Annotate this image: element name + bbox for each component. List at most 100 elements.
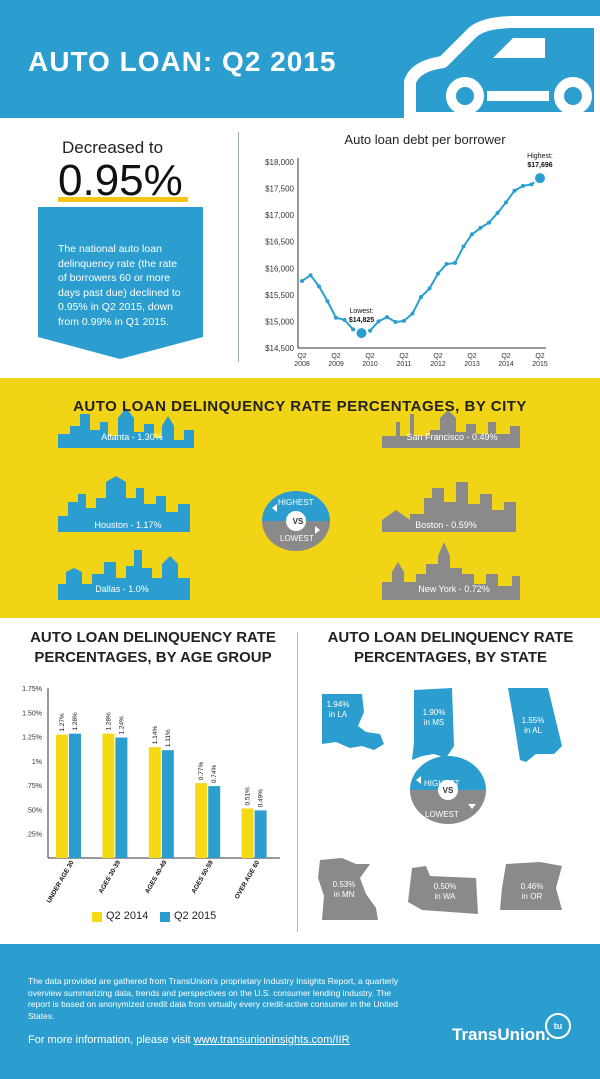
y-tick-label: 1.25%	[22, 735, 42, 742]
debt-line-chart: $18,000 $17,500 $17,000 $16,500 $16,000 $15,5…	[265, 153, 553, 368]
debt-point	[461, 244, 466, 249]
state-wa-pct: 0.50%	[433, 882, 457, 891]
x-tick-label: 2010	[362, 361, 378, 368]
footer-more-info: For more information, please visit www.t…	[28, 1034, 350, 1046]
y-tick-label: $17,000	[265, 211, 294, 220]
bar-value-label: 1.28%	[105, 712, 112, 731]
city-label-new-york: New York - 0.72%	[418, 584, 490, 594]
badge-highest-text: HIGHEST	[278, 498, 314, 507]
mississippi-map-icon	[412, 688, 454, 760]
debt-point	[351, 327, 355, 332]
city-band: Atlanta - 1.30% Houston - 1.17% Dallas -…	[0, 378, 600, 618]
city-label-boston: Boston - 0.59%	[415, 520, 477, 530]
age-bar-2015	[115, 737, 128, 858]
highest-vs-lowest-badge	[262, 491, 330, 551]
debt-point	[419, 294, 423, 299]
highest-marker	[533, 171, 547, 186]
x-tick-label: Q2	[399, 353, 408, 360]
debt-point	[376, 319, 381, 324]
age-bar-2014	[102, 733, 115, 858]
state-or-where: in OR	[521, 892, 543, 901]
state-badge-highest: HIGHEST	[424, 779, 460, 788]
divider	[297, 632, 298, 932]
debt-point	[470, 232, 474, 237]
age-bar-chart: 1.75% 1.50% 1.25% 1% .75% .50% .25% 1.27% 1.28% U…	[22, 686, 280, 904]
y-tick-label: 1.50%	[22, 710, 42, 717]
car-icon	[404, 16, 600, 118]
debt-point	[334, 315, 338, 320]
age-bar-2014	[241, 808, 254, 858]
age-section-title: AUTO LOAN DELINQUENCY RATE PERCENTAGES, …	[30, 629, 276, 666]
y-tick-label: $14,500	[265, 344, 294, 353]
debt-point	[436, 271, 440, 276]
y-tick-label: $15,500	[265, 291, 294, 300]
highest-label: Highest:	[527, 153, 553, 160]
debt-point	[521, 183, 525, 188]
footer	[0, 944, 600, 1079]
badge-lowest-text: LOWEST	[280, 534, 314, 543]
y-tick-label: $16,000	[265, 264, 294, 273]
footer-more-prefix: For more information, please visit	[28, 1034, 194, 1046]
minnesota-map-icon	[318, 858, 378, 920]
x-tick-label: 2015	[532, 361, 548, 368]
state-maps	[318, 688, 562, 920]
city-skylines	[58, 408, 520, 600]
decrease-label: Decreased to	[62, 138, 164, 157]
lowest-marker	[354, 326, 369, 341]
state-highest-vs-lowest-badge	[410, 756, 486, 824]
age-bar-2015	[69, 733, 81, 858]
state-la-pct: 1.94%	[326, 700, 350, 709]
y-tick-label: .50%	[26, 807, 42, 814]
y-tick-label: $18,000	[265, 158, 294, 167]
value-underline	[58, 197, 188, 202]
y-tick-label: $15,000	[265, 317, 294, 326]
y-tick-label: 1.75%	[22, 686, 42, 693]
state-al-pct: 1.55%	[521, 716, 545, 725]
debt-point	[402, 318, 406, 323]
state-al-where: in AL	[524, 726, 542, 735]
highest-value: $17,696	[527, 162, 552, 169]
age-bar-2015	[208, 786, 221, 858]
tu-logo-icon: tu	[545, 1013, 571, 1039]
age-bar-2014	[56, 734, 68, 858]
legend-2015-label: Q2 2015	[174, 910, 217, 922]
debt-point	[342, 317, 347, 322]
page-title: AUTO LOAN: Q2 2015	[28, 46, 337, 77]
x-tick-label: 2013	[464, 361, 480, 368]
x-category-label: AGES 30-39	[98, 859, 123, 895]
badge-vs-text: VS	[292, 517, 304, 526]
city-label-houston: Houston - 1.17%	[94, 520, 162, 530]
footer-link[interactable]: www.transunioninsights.com/IIR	[193, 1034, 350, 1046]
x-tick-label: Q2	[331, 353, 340, 360]
city-section-title: AUTO LOAN DELINQUENCY RATE PERCENTAGES, …	[73, 398, 527, 415]
oregon-map-icon	[500, 862, 562, 910]
y-tick-label: $16,500	[265, 238, 294, 247]
age-bar-2014	[148, 747, 161, 858]
debt-chart-title: Auto loan debt per borrower	[344, 132, 506, 147]
y-tick-label: 1%	[32, 759, 42, 766]
age-bar-2015	[254, 810, 267, 858]
header-banner: AUTO LOAN: Q2 2015	[0, 0, 600, 118]
bar-value-label: 0.49%	[258, 789, 265, 808]
state-badge-lowest: LOWEST	[425, 810, 459, 819]
lowest-value: $14,825	[349, 317, 374, 324]
debt-point	[308, 273, 313, 278]
debt-point	[529, 182, 534, 187]
divider	[238, 132, 239, 362]
delinquency-description: The national auto loan delinquency rate …	[58, 243, 181, 328]
debt-point	[385, 315, 389, 320]
san-francisco-skyline-icon	[382, 410, 520, 448]
x-category-label: OVER AGE 60	[234, 859, 262, 900]
bar-value-label: 1.24%	[118, 716, 125, 735]
x-tick-label: Q2	[433, 353, 442, 360]
debt-point	[300, 279, 304, 284]
x-tick-label: Q2	[365, 353, 374, 360]
legend-2015-swatch	[160, 912, 170, 922]
state-mn-pct: 0.53%	[332, 880, 356, 889]
debt-point	[317, 284, 321, 289]
x-tick-label: Q2	[535, 353, 544, 360]
state-section-title: AUTO LOAN DELINQUENCY RATE PERCENTAGES, …	[327, 629, 574, 666]
washington-map-icon	[408, 866, 478, 914]
state-or-pct: 0.46%	[520, 882, 544, 891]
debt-point	[325, 299, 330, 304]
